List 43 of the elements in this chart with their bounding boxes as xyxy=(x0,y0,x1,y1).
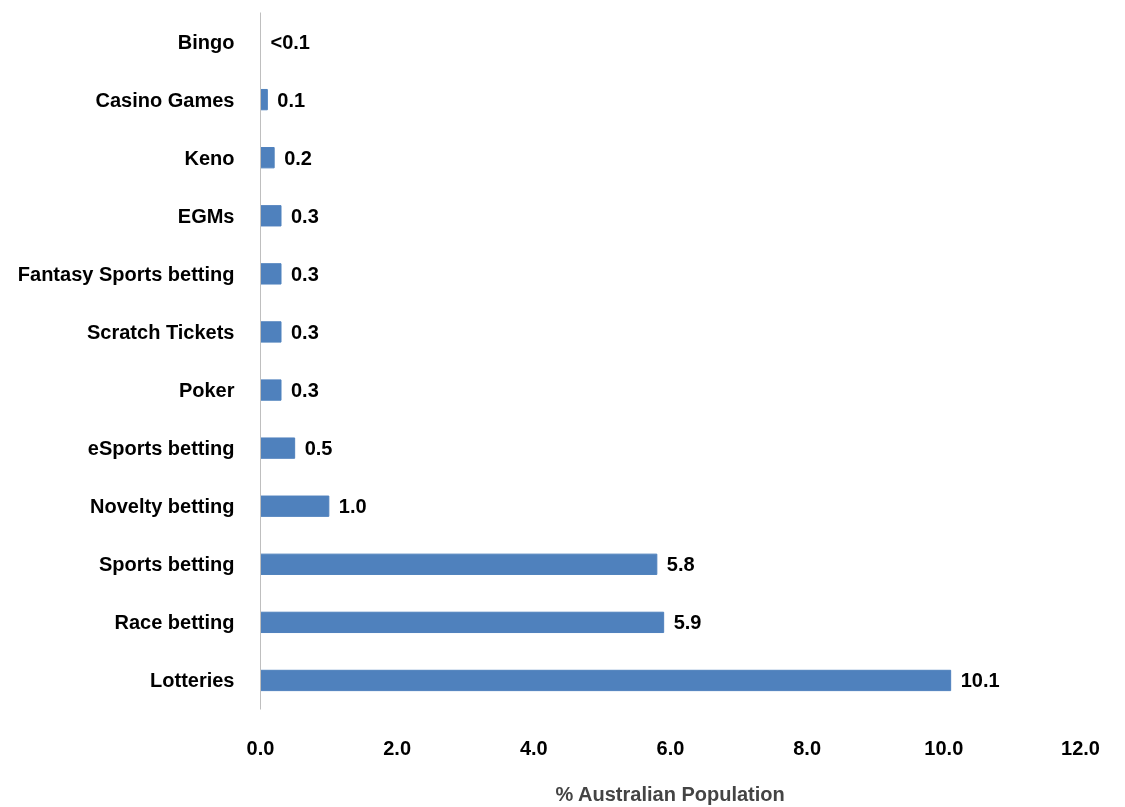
y-tick-label: Casino Games xyxy=(95,88,235,111)
y-tick-label: Bingo xyxy=(177,30,235,53)
bar xyxy=(260,147,275,169)
y-tick-label: Keno xyxy=(184,146,235,169)
data-label: 0.3 xyxy=(291,320,319,343)
y-tick-label: Fantasy Sports betting xyxy=(17,262,235,285)
y-tick-label: eSports betting xyxy=(87,437,235,460)
x-tick-label: 10.0 xyxy=(924,736,964,759)
x-tick-label: 8.0 xyxy=(793,736,822,759)
data-label: 0.2 xyxy=(284,146,312,169)
x-axis-title: % Australian Population xyxy=(555,782,785,805)
x-tick-label: 12.0 xyxy=(1061,736,1100,759)
y-tick-label: Poker xyxy=(178,379,235,402)
y-tick-label: EGMs xyxy=(177,204,235,227)
bar xyxy=(260,379,282,401)
data-label: 0.1 xyxy=(277,88,306,111)
x-tick-label: 2.0 xyxy=(383,736,412,759)
bar xyxy=(260,321,282,343)
data-label: 0.5 xyxy=(304,437,333,460)
bar xyxy=(260,495,330,517)
data-label: 1.0 xyxy=(338,495,367,518)
data-label: <0.1 xyxy=(270,30,310,53)
y-tick-label: Scratch Tickets xyxy=(87,320,235,343)
x-tick-label: 6.0 xyxy=(656,736,685,759)
data-label: 5.9 xyxy=(673,611,702,634)
bar xyxy=(260,88,268,111)
y-tick-label: Novelty betting xyxy=(90,495,235,518)
bar xyxy=(260,669,952,692)
y-tick-label: Race betting xyxy=(114,611,235,634)
bar xyxy=(260,263,282,285)
bar xyxy=(260,437,296,459)
bar xyxy=(260,611,665,634)
bar xyxy=(260,205,282,227)
data-label: 5.8 xyxy=(666,553,695,576)
data-label: 0.3 xyxy=(291,204,319,227)
y-tick-label: Lotteries xyxy=(150,669,235,692)
x-tick-label: 0.0 xyxy=(246,736,275,759)
bar xyxy=(260,553,658,575)
y-tick-label: Sports betting xyxy=(98,553,235,576)
data-label: 0.3 xyxy=(291,262,319,285)
data-label: 0.3 xyxy=(291,379,319,402)
x-tick-label: 4.0 xyxy=(519,736,548,759)
data-label: 10.1 xyxy=(960,669,1000,692)
